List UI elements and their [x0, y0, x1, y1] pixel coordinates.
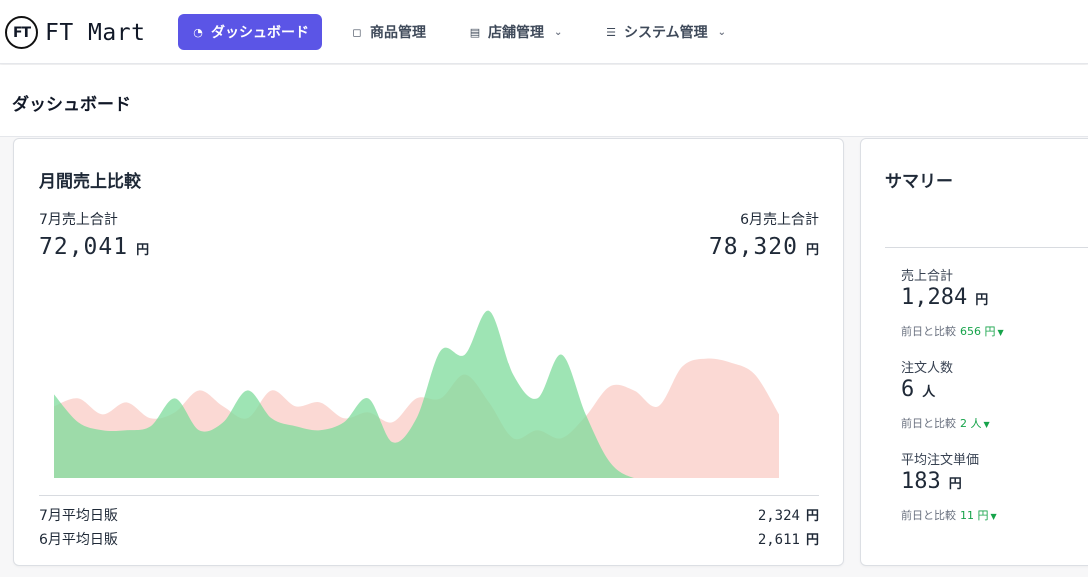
nav-stores-button[interactable]: ▤ 店舗管理 ⌄ — [468, 14, 563, 50]
chevron-down-icon: ⌄ — [554, 26, 563, 38]
summary-item-compare: 前日と比較 656 円 ▼ — [901, 325, 1004, 338]
caret-down-icon: ▼ — [990, 512, 997, 521]
sales-card-title: 月間売上比較 — [39, 172, 141, 192]
sales-area-chart — [54, 310, 779, 478]
monthly-sales-card: 月間売上比較 7月売上合計 72,041 円 6月売上合計 78,320 円 7月平… — [13, 138, 844, 566]
logo-mark: FT — [5, 16, 38, 49]
page-header: ダッシュボード — [0, 65, 1088, 137]
nav-system-button[interactable]: ☰ システム管理 ⌄ — [604, 14, 726, 50]
summary-item-value: 183 円 — [901, 469, 962, 494]
store-icon: ▤ — [469, 25, 481, 39]
june-average-row: 6月平均日販 2,611 円 — [39, 527, 819, 549]
summary-total-sales: 売上合計 1,284 円 前日と比較 656 円 ▼ — [901, 265, 1088, 355]
summary-average-order: 平均注文単価 183 円 前日と比較 11 円 ▼ — [901, 449, 1088, 539]
july-average-label: 7月平均日販 — [39, 508, 118, 524]
july-average-value: 2,324 円 — [757, 508, 819, 524]
nav-dashboard-button[interactable]: ◔ ダッシュボード — [178, 14, 322, 50]
page-title: ダッシュボード — [12, 95, 131, 115]
july-average-row: 7月平均日販 2,324 円 — [39, 503, 819, 525]
app-logo[interactable]: FT FT Mart — [5, 16, 145, 49]
summary-card-title: サマリー — [885, 172, 953, 192]
divider — [885, 247, 1088, 248]
bag-icon: ◻ — [352, 25, 362, 39]
caret-down-icon: ▼ — [997, 328, 1004, 337]
top-navigation-bar: FT FT Mart ◔ ダッシュボード ◻ 商品管理 ▤ 店舗管理 ⌄ ☰ シ… — [0, 0, 1088, 64]
july-sales-area — [54, 310, 779, 478]
nav-products-label: 商品管理 — [370, 25, 426, 41]
divider — [39, 495, 819, 496]
logo-text: FT Mart — [45, 19, 146, 46]
june-average-value: 2,611 円 — [757, 532, 819, 548]
summary-item-label: 売上合計 — [901, 269, 954, 284]
june-average-label: 6月平均日販 — [39, 532, 118, 548]
nav-dashboard-label: ダッシュボード — [211, 25, 309, 41]
summary-item-label: 注文人数 — [901, 361, 954, 376]
settings-list-icon: ☰ — [606, 25, 616, 39]
summary-item-compare: 前日と比較 2 人 ▼ — [901, 417, 990, 430]
june-total-label: 6月売上合計 — [740, 212, 819, 228]
gauge-icon: ◔ — [193, 25, 203, 39]
summary-item-label: 平均注文単価 — [901, 453, 980, 468]
caret-down-icon: ▼ — [983, 420, 990, 429]
july-total-label: 7月売上合計 — [39, 212, 118, 228]
nav-stores-label: 店舗管理 — [488, 25, 544, 41]
july-total-value: 72,041 円 — [39, 234, 150, 260]
nav-products-button[interactable]: ◻ 商品管理 — [350, 14, 426, 50]
summary-item-value: 1,284 円 — [901, 285, 989, 310]
june-total-value: 78,320 円 — [708, 234, 819, 260]
summary-item-compare: 前日と比較 11 円 ▼ — [901, 509, 997, 522]
nav-system-label: システム管理 — [624, 25, 708, 41]
chevron-down-icon: ⌄ — [717, 26, 726, 38]
